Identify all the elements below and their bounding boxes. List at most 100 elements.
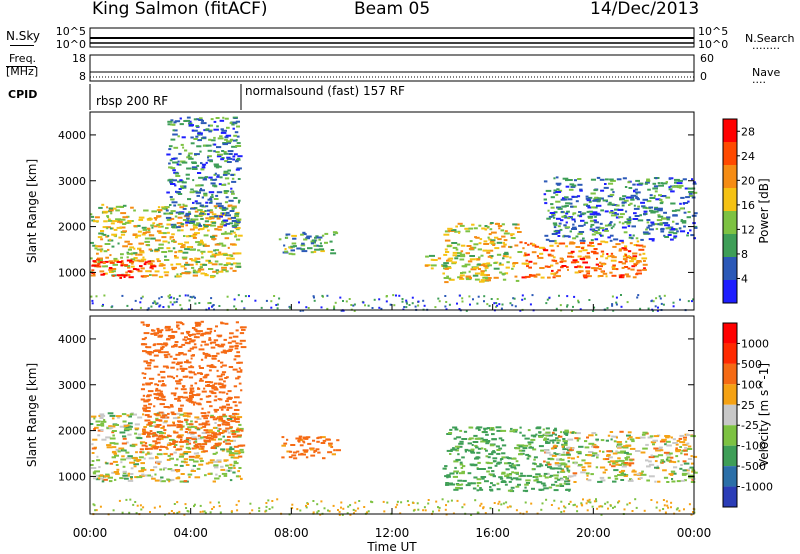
vel-cell-0 (226, 448, 231, 451)
power-cell-0 (158, 243, 164, 246)
power-cell-2 (171, 201, 178, 204)
vel-cell-0 (96, 455, 99, 458)
vel-cell-3 (446, 475, 451, 478)
vel-cell-3 (474, 457, 479, 460)
vel-cell-0 (128, 415, 132, 418)
power-cell-5 (448, 257, 454, 260)
power-cell-6 (609, 255, 615, 258)
power-cell-1 (151, 260, 155, 263)
vel-cell-0 (139, 474, 145, 477)
power-ground-scatter (152, 302, 155, 305)
vel-cell-1 (155, 433, 158, 436)
power-cell-0 (235, 228, 240, 231)
vel-cell-0 (222, 435, 225, 438)
vel-ground-scatter (99, 505, 102, 508)
power-cell-3 (320, 250, 325, 253)
vel-cell-0 (110, 425, 116, 428)
power-cell-7 (553, 239, 557, 242)
power-cell-6 (630, 268, 635, 271)
power-cell-0 (216, 217, 221, 220)
vel-cell-4 (666, 440, 671, 443)
power-cell-5 (484, 274, 490, 277)
power-cell-6 (596, 257, 598, 260)
vel-cell-1 (142, 383, 145, 386)
power-cell-5 (490, 256, 493, 259)
power-cell-7 (604, 229, 609, 232)
power-cell-6 (519, 241, 523, 244)
vel-cell-3 (565, 477, 568, 480)
vel-cell-3 (517, 483, 521, 486)
vel-cell-1 (191, 387, 194, 390)
vel-ground-scatter (484, 512, 487, 515)
power-cell-7 (691, 178, 694, 181)
vel-cell-1 (155, 387, 159, 390)
vel-cell-1 (211, 392, 217, 395)
power-cell-2 (199, 189, 205, 192)
power-cell-7 (605, 178, 609, 181)
power-cell-2 (190, 207, 196, 210)
power-cell-2 (230, 216, 236, 219)
vel-cell-1 (198, 365, 201, 368)
vel-cell-1 (144, 414, 150, 417)
vel-cell-1 (180, 438, 183, 441)
vel-colorbar-swatch-7 (723, 466, 737, 487)
power-ground-scatter (444, 295, 447, 297)
vel-cell-1 (213, 436, 218, 439)
power-cell-5 (501, 272, 506, 275)
vel-cell-0 (121, 442, 127, 445)
vel-cell-3 (454, 466, 457, 469)
power-cell-0 (192, 269, 197, 272)
vel-cell-0 (130, 467, 134, 470)
power-cell-7 (572, 213, 575, 216)
power-cell-0 (221, 244, 226, 247)
vel-colorbar-tick-2: 100 (741, 378, 762, 391)
power-ground-scatter (260, 306, 263, 309)
vel-ground-scatter (569, 500, 572, 503)
vel-cell-0 (190, 470, 196, 472)
vel-cell-3 (514, 471, 519, 474)
vel-ground-scatter (585, 502, 588, 505)
vel-cell-0 (217, 430, 220, 432)
vel-cell-2 (302, 449, 309, 452)
power-cell-7 (565, 185, 570, 188)
vel-cell-1 (234, 404, 238, 407)
vel-cell-1 (197, 387, 201, 390)
power-cell-5 (469, 255, 475, 257)
vel-cell-1 (220, 408, 224, 411)
power-cell-2 (232, 127, 235, 130)
vel-cell-1 (187, 397, 193, 400)
vel-cell-0 (119, 425, 126, 428)
power-cell-2 (198, 223, 201, 226)
vel-cell-3 (470, 448, 475, 451)
vel-cell-3 (487, 466, 493, 469)
vel-cell-1 (205, 373, 210, 376)
vel-cell-3 (452, 426, 458, 429)
vel-cell-4 (690, 462, 694, 465)
power-ground-scatter (299, 309, 302, 312)
vel-cell-2 (292, 451, 297, 454)
power-cell-5 (477, 248, 482, 251)
power-ground-scatter (254, 299, 257, 302)
power-cell-2 (231, 177, 235, 180)
vel-cell-1 (145, 346, 148, 348)
vel-cell-4 (607, 456, 613, 459)
power-cell-7 (642, 206, 647, 209)
vel-cell-3 (563, 482, 566, 485)
vel-cell-1 (190, 357, 193, 360)
power-cell-0 (208, 260, 211, 263)
vel-cell-0 (152, 444, 157, 447)
power-cell-2 (185, 221, 190, 224)
vel-cell-1 (190, 365, 193, 368)
power-data-layer (90, 116, 698, 312)
vel-cell-3 (527, 429, 531, 432)
power-cell-7 (660, 182, 663, 185)
power-ground-scatter (134, 299, 137, 302)
vel-cell-3 (491, 433, 495, 436)
vel-cell-1 (184, 431, 188, 433)
vel-cell-1 (177, 395, 184, 398)
vel-cell-0 (93, 428, 96, 430)
power-cell-6 (627, 255, 630, 258)
vel-cell-0 (122, 420, 127, 423)
power-cell-5 (486, 249, 491, 252)
power-cell-2 (185, 212, 192, 215)
